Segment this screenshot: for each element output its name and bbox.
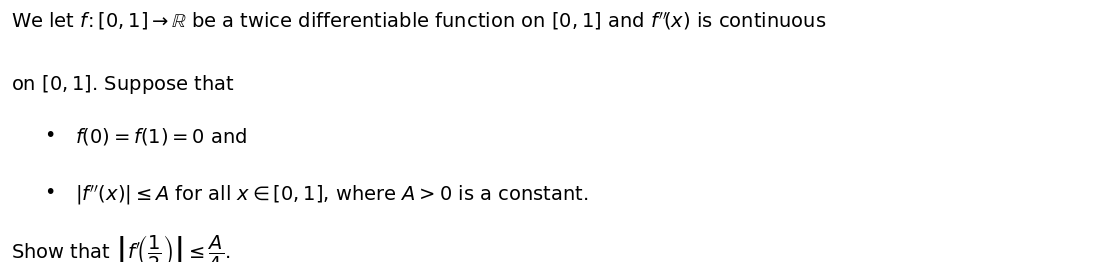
Text: $|f^{\prime\prime}(x)| \leq A$ for all $x \in [0,1]$, where $A > 0$ is a constan: $|f^{\prime\prime}(x)| \leq A$ for all $… (75, 183, 589, 208)
Text: We let $f\!: [0,1] \rightarrow \mathbb{R}$ be a twice differentiable function on: We let $f\!: [0,1] \rightarrow \mathbb{R… (11, 10, 826, 32)
Text: Show that $\left|f^{\prime}\!\left(\dfrac{1}{2}\right)\right| \leq \dfrac{A}{4}$: Show that $\left|f^{\prime}\!\left(\dfra… (11, 233, 230, 262)
Text: on $[0,1]$. Suppose that: on $[0,1]$. Suppose that (11, 73, 235, 96)
Text: •: • (44, 126, 55, 145)
Text: $f(0) = f(1) = 0$ and: $f(0) = f(1) = 0$ and (75, 126, 247, 147)
Text: •: • (44, 183, 55, 203)
